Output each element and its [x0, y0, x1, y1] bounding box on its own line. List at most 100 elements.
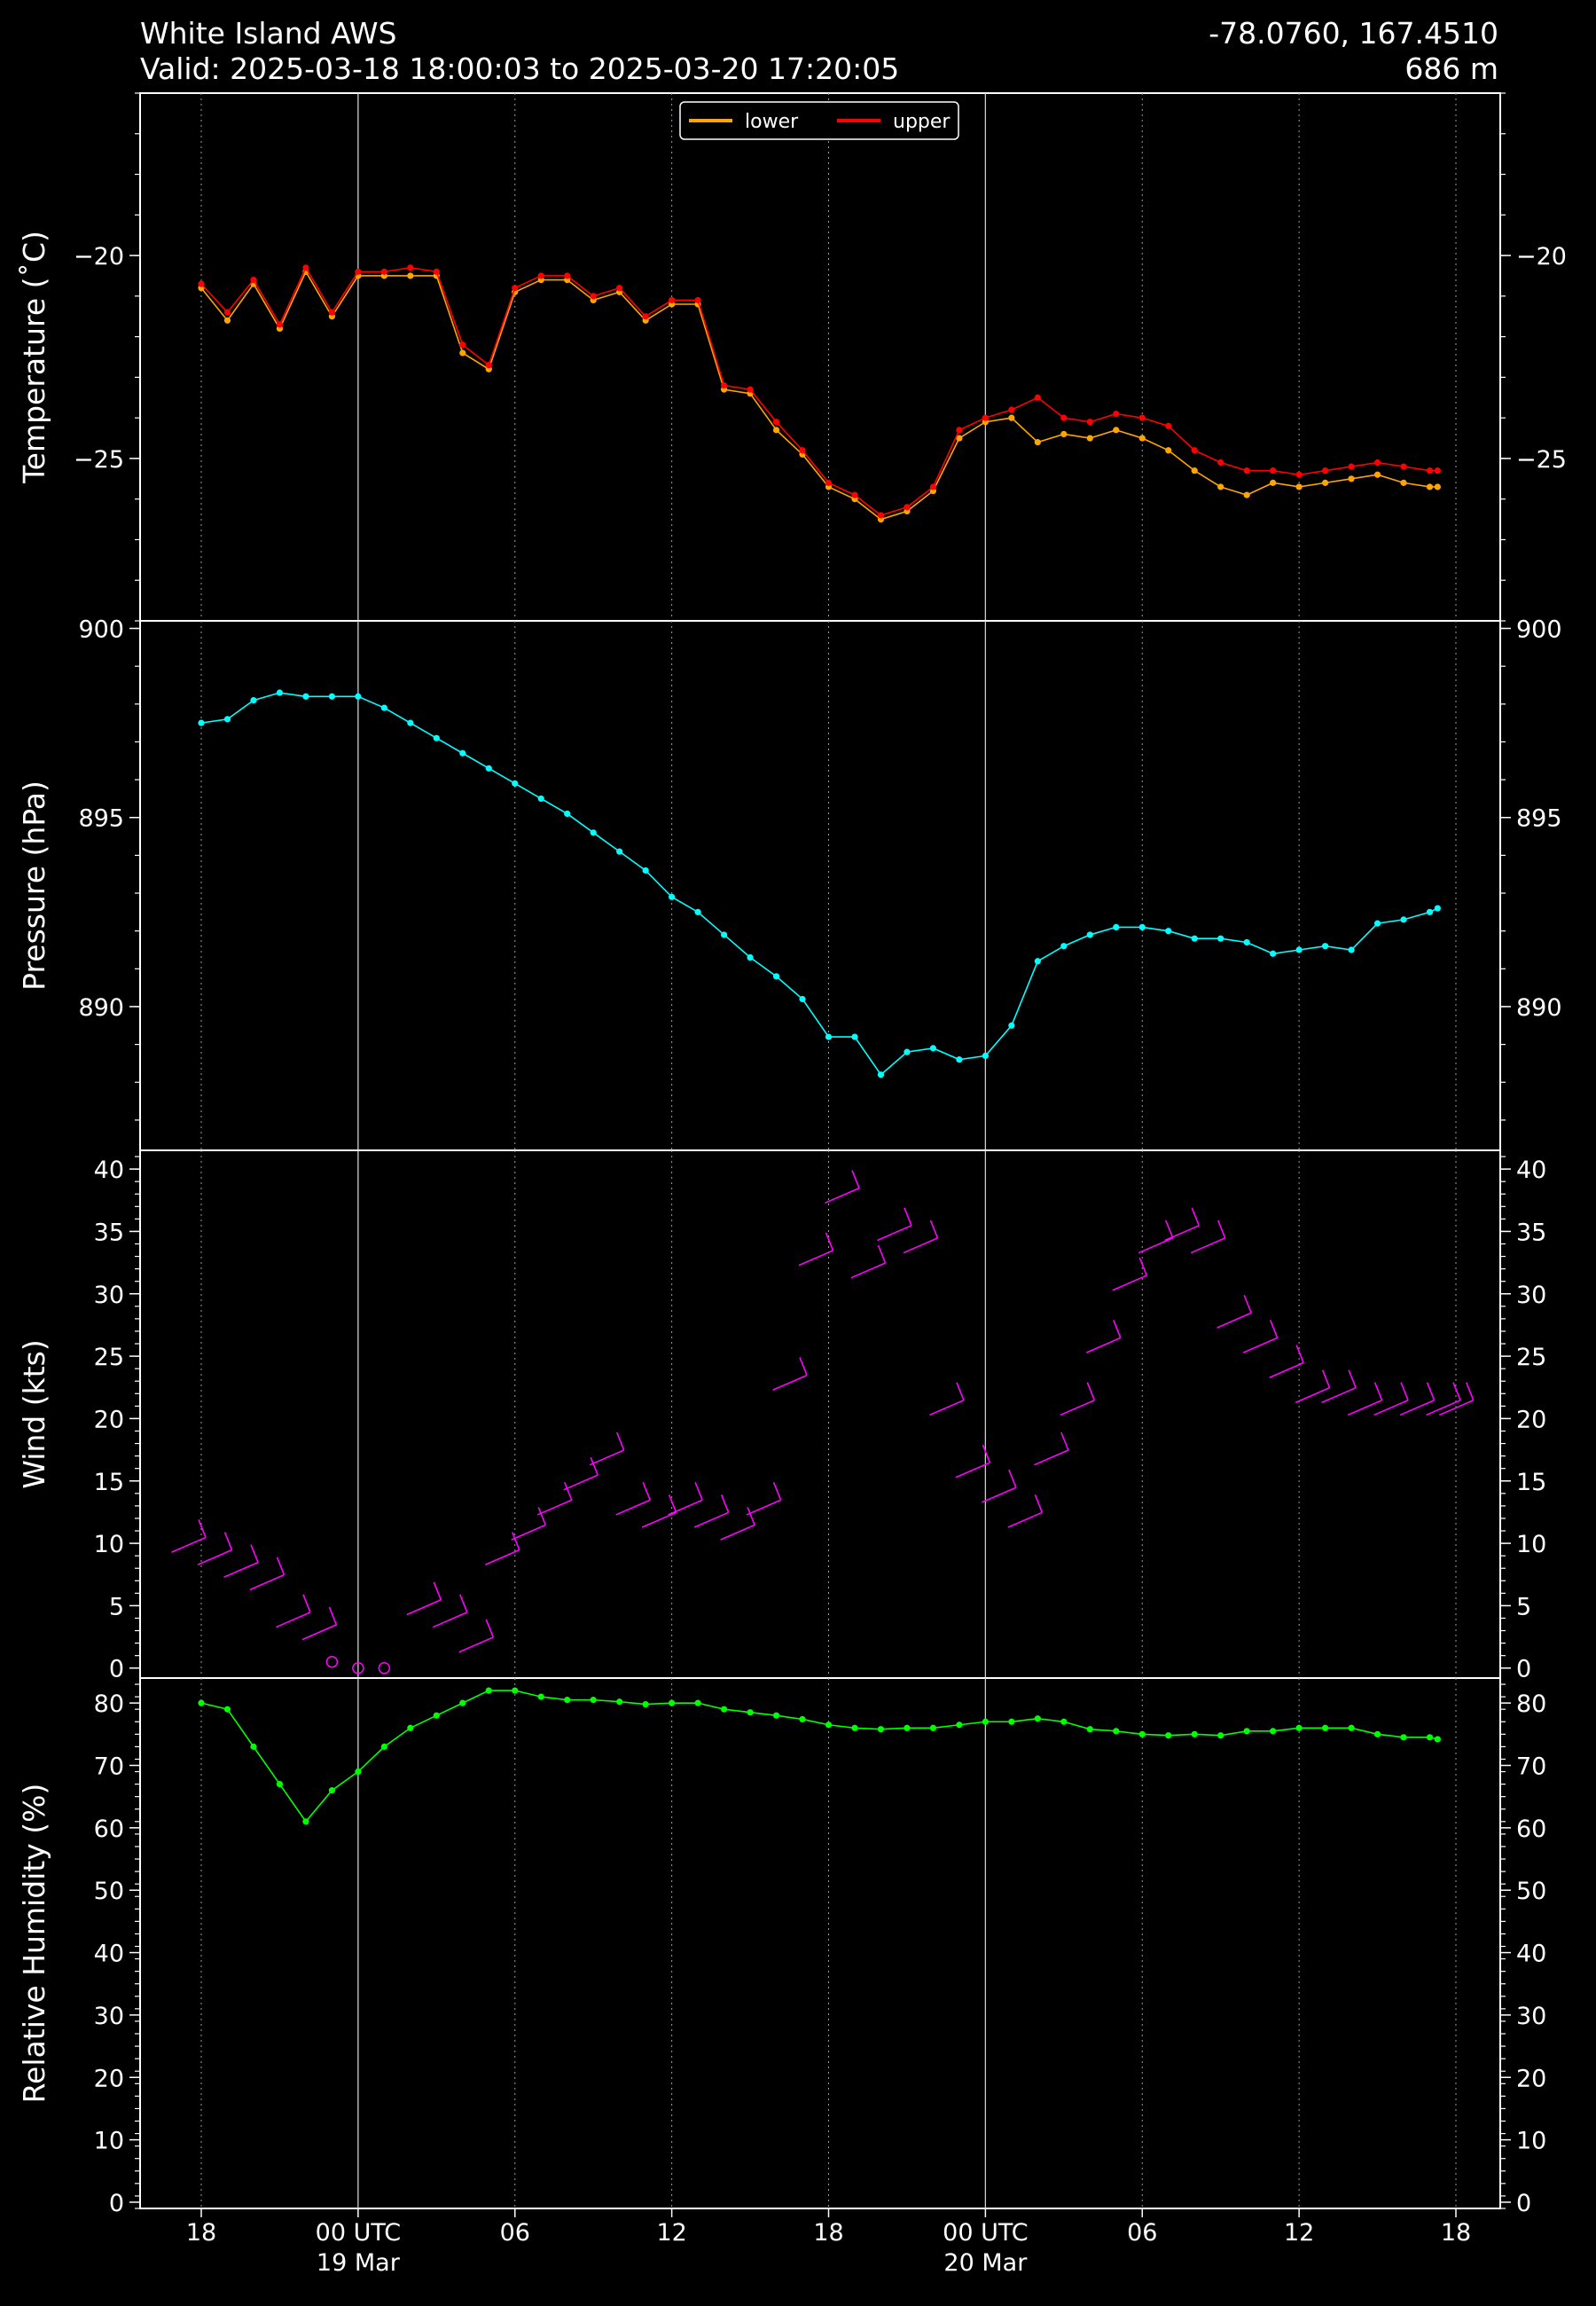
wind-barb-flag: [1373, 1382, 1383, 1401]
data-point: [1008, 1022, 1015, 1029]
data-point: [1243, 1728, 1250, 1735]
data-point: [1191, 935, 1198, 942]
y-tick-label: 50: [94, 1878, 124, 1905]
data-point: [825, 1033, 833, 1040]
data-point: [929, 1724, 937, 1731]
series-line-pressure: [200, 692, 1438, 1076]
data-point: [772, 419, 780, 426]
data-point: [223, 716, 231, 723]
data-point: [433, 268, 440, 275]
data-point: [1400, 1734, 1407, 1741]
data-point: [982, 1718, 989, 1725]
y-tick-label: 5: [1516, 1593, 1531, 1620]
series-line-relative-humidity: [200, 1690, 1438, 1824]
data-point: [694, 908, 701, 915]
data-point: [720, 931, 728, 938]
panel-frame: [139, 92, 1501, 622]
data-point: [1086, 1726, 1093, 1733]
wind-barb: [1138, 1237, 1174, 1254]
data-point: [1113, 427, 1120, 434]
data-point: [564, 810, 571, 818]
wind-barb-flag: [1034, 1494, 1044, 1513]
data-point: [590, 293, 597, 300]
y-tick-label: 10: [94, 1531, 124, 1558]
wind-barb: [458, 1636, 494, 1653]
data-point: [302, 693, 309, 700]
wind-barb-flag: [825, 1232, 834, 1251]
y-axis-label: Wind (kts): [17, 1339, 51, 1488]
data-point: [459, 341, 466, 349]
data-point: [1243, 491, 1250, 498]
wind-barb-flag: [904, 1207, 912, 1227]
y-tick-label: 30: [94, 1282, 124, 1309]
wind-barb-flag: [772, 1481, 782, 1501]
data-point: [459, 1699, 466, 1706]
data-point: [851, 491, 858, 498]
wind-barb: [249, 1573, 285, 1591]
wind-barb: [276, 1612, 311, 1628]
data-point: [799, 1715, 806, 1723]
wind-barb-flag: [1295, 1345, 1304, 1363]
data-point: [720, 1706, 728, 1713]
data-point: [669, 893, 676, 900]
data-point: [537, 272, 544, 279]
data-point: [1008, 414, 1015, 421]
panel-temperature: −25 −25 −20 −20 Temperature (˚C): [17, 92, 1567, 622]
data-point: [669, 1699, 676, 1706]
wind-barb-flag: [1269, 1320, 1279, 1338]
x-tick-label: 18: [813, 2219, 843, 2247]
panel-frame: [139, 620, 1501, 1151]
y-tick-label: 30: [94, 2003, 124, 2030]
data-point: [1060, 943, 1068, 950]
wind-barb-flag: [250, 1544, 259, 1563]
data-point: [1322, 943, 1329, 950]
data-point: [747, 1709, 754, 1716]
data-point: [537, 1693, 544, 1700]
data-point: [1217, 935, 1224, 942]
wind-barb-flag: [668, 1494, 677, 1513]
y-tick-label: 895: [78, 805, 124, 833]
data-point: [1243, 938, 1250, 946]
y-tick-label: 10: [1516, 1531, 1546, 1558]
y-tick-label: 40: [94, 1157, 124, 1184]
wind-barb-flag: [851, 1170, 860, 1188]
x-tick-label: 06: [500, 2219, 530, 2247]
data-point: [459, 349, 466, 357]
data-point: [485, 362, 492, 369]
wind-barb: [929, 1399, 965, 1416]
data-point: [1434, 483, 1441, 490]
wind-barb-flag: [276, 1557, 286, 1575]
data-point: [223, 1706, 231, 1713]
wind-barb: [615, 1499, 651, 1516]
chart-header-left: White Island AWS Valid: 2025-03-18 18:00…: [140, 16, 899, 87]
data-point: [485, 1687, 492, 1694]
wind-barb: [1242, 1337, 1278, 1353]
wind-barb: [668, 1499, 703, 1516]
wind-barb-flag: [642, 1481, 651, 1501]
y-tick-label: 20: [94, 1406, 124, 1433]
y-tick-label: 15: [1516, 1469, 1546, 1496]
data-point: [1295, 1724, 1303, 1731]
wind-barb-flag: [799, 1357, 808, 1376]
wind-barb-flag: [302, 1594, 311, 1613]
wind-barb-flag: [1400, 1382, 1409, 1401]
wind-barb-flag: [747, 1507, 755, 1526]
data-point: [407, 264, 414, 271]
wind-barb-flag: [1217, 1220, 1226, 1239]
wind-barb: [720, 1524, 755, 1541]
data-point: [616, 1698, 623, 1706]
data-point: [512, 285, 519, 292]
wind-barb: [825, 1187, 860, 1204]
y-tick-label: 60: [94, 1816, 124, 1843]
data-point: [1034, 394, 1041, 401]
data-point: [1434, 905, 1441, 912]
data-point: [1060, 1718, 1068, 1725]
data-point: [1426, 467, 1434, 475]
data-point: [1086, 931, 1093, 938]
data-point: [929, 483, 937, 490]
data-point: [1191, 1730, 1198, 1737]
data-point: [1295, 946, 1303, 953]
valid-range: Valid: 2025-03-18 18:00:03 to 2025-03-20…: [140, 51, 900, 86]
y-tick-label: −25: [1516, 446, 1567, 474]
wind-barb-flag: [328, 1606, 338, 1626]
